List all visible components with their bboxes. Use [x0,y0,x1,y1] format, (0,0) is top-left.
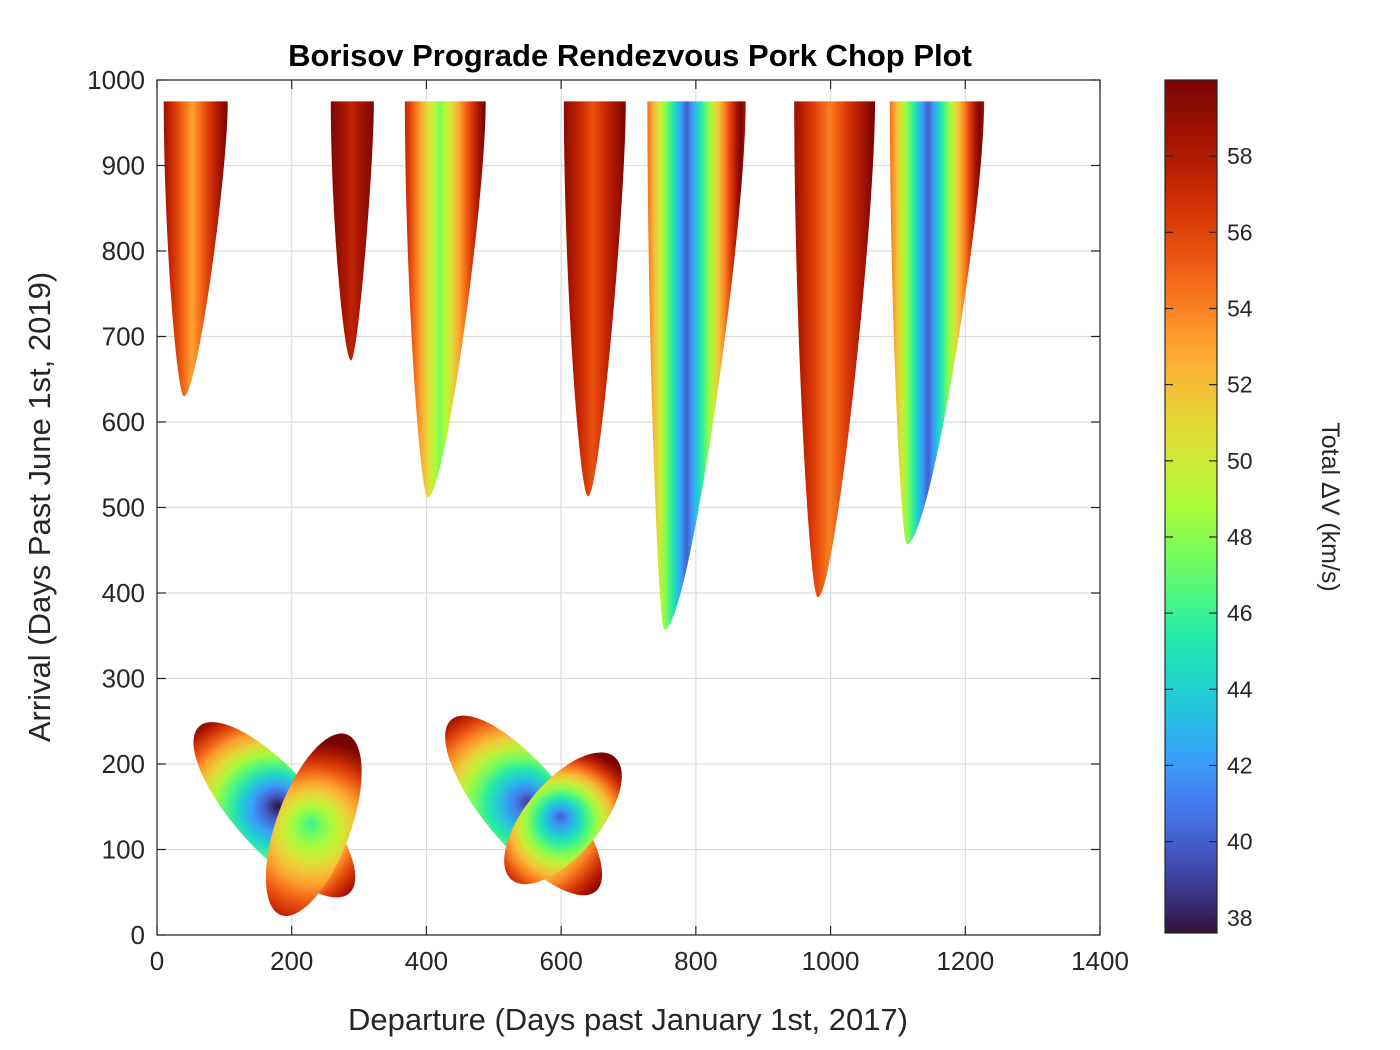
porkchop-lobe [504,752,622,885]
y-tick-label: 800 [102,236,145,266]
colorbar-label: Total ΔV (km/s) [1316,422,1344,592]
x-axis: 0 200 400 600 800 1000 1200 1400 [150,80,1129,976]
colorbar-tick-label: 48 [1227,524,1253,550]
y-tick-label: 900 [102,151,145,181]
x-tick-label: 0 [150,946,164,976]
x-tick-label: 1000 [802,946,860,976]
colorbar-tick-label: 44 [1227,676,1253,702]
colorbar-tick-label: 42 [1227,752,1253,778]
porkchop-region [794,101,876,598]
colorbar: 38 40 42 44 46 48 50 52 54 56 58 [1164,79,1253,934]
y-tick-label: 100 [102,835,145,865]
colorbar-tick-label: 40 [1227,829,1253,855]
colorbar-tick-label: 50 [1227,448,1253,474]
y-tick-label: 400 [102,578,145,608]
porkchop-region [647,101,746,630]
y-tick-label: 300 [102,664,145,694]
x-tick-label: 1400 [1071,946,1129,976]
colorbar-tick-label: 56 [1227,219,1253,245]
colorbar-tick-label: 38 [1227,905,1253,931]
y-tick-label: 700 [102,322,145,352]
y-axis-label: Arrival (Days Past June 1st, 2019) [22,272,57,742]
x-tick-label: 200 [270,946,313,976]
y-axis: 0 100 200 300 400 500 600 700 800 900 1000 [87,65,1100,950]
porkchop-region [404,101,486,498]
y-tick-label: 500 [102,493,145,523]
porkchop-region [889,101,985,545]
y-tick-label: 0 [131,920,145,950]
plot-area [156,79,1101,936]
x-tick-label: 1200 [936,946,994,976]
colorbar-frame [1164,79,1218,934]
y-tick-label: 200 [102,749,145,779]
y-tick-label: 600 [102,407,145,437]
colorbar-tick-label: 58 [1227,143,1253,169]
porkchop-region [330,101,374,361]
colorbar-tick-label: 46 [1227,600,1253,626]
colorbar-gradient [1165,80,1217,933]
colorbar-tick-label: 52 [1227,372,1253,398]
x-tick-label: 600 [539,946,582,976]
x-tick-label: 400 [405,946,448,976]
y-tick-label: 1000 [87,65,145,95]
porkchop-region [163,101,228,397]
x-tick-label: 800 [674,946,717,976]
porkchop-lobe [265,733,362,916]
x-axis-label: Departure (Days past January 1st, 2017) [348,1002,908,1037]
colorbar-tick-label: 54 [1227,295,1253,321]
porkchop-region [563,101,626,497]
chart-title: Borisov Prograde Rendezvous Pork Chop Pl… [288,38,972,73]
